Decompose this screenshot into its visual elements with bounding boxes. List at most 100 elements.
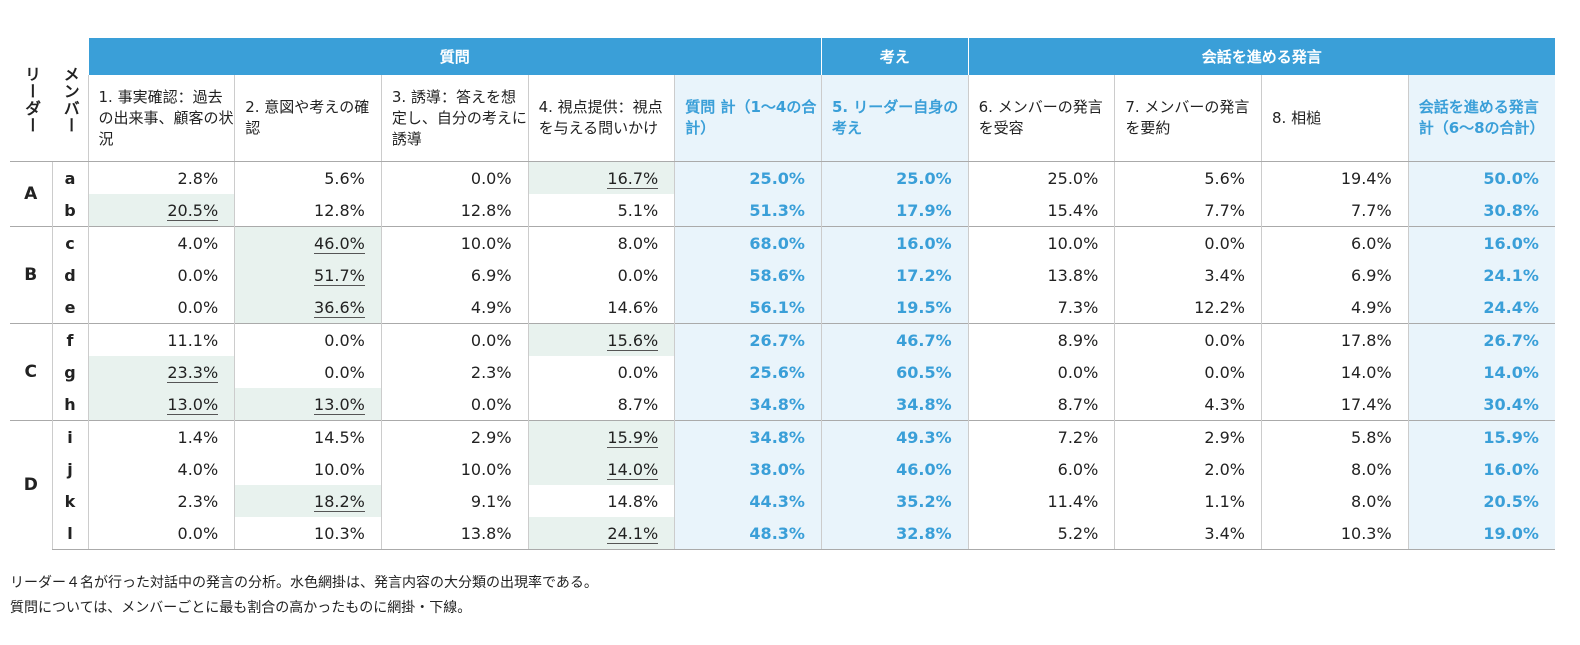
cell-value: 0.0% xyxy=(177,297,219,317)
value-cell: 1.1% xyxy=(1114,485,1262,517)
cell-value: 7.7% xyxy=(1351,200,1392,220)
value-cell: 2.8% xyxy=(87,161,235,194)
cell-value: 0.0% xyxy=(617,362,659,382)
cell-value: 10.3% xyxy=(1340,523,1392,543)
member-label: b xyxy=(51,194,88,227)
value-cell: 5.1% xyxy=(527,194,675,227)
leader-label: C xyxy=(10,323,52,421)
cell-value: 8.0% xyxy=(617,233,659,253)
value-cell: 19.0% xyxy=(1407,517,1555,550)
cell-value: 0.0% xyxy=(324,362,365,382)
cell-value: 17.2% xyxy=(896,265,952,285)
caption-line: 質問については、メンバーごとに最も割合の高かったものに網掛・下線。 xyxy=(10,600,472,616)
value-cell: 20.5% xyxy=(1407,485,1555,517)
highlighted-cell: 14.0% xyxy=(527,453,675,485)
value-cell: 14.0% xyxy=(1261,356,1409,388)
value-cell: 6.9% xyxy=(1261,259,1409,291)
cell-value: 2.3% xyxy=(177,491,219,511)
value-cell: 0.0% xyxy=(87,291,235,324)
value-cell: 48.3% xyxy=(674,517,822,550)
highlighted-cell: 46.0% xyxy=(234,226,382,259)
table-row: g 23.3% 0.0% 2.3% 0.0% 25.6% 60.5% 0.0% 0.0% 14.0… xyxy=(10,356,1555,388)
cell-value: 2.0% xyxy=(1204,459,1245,479)
cell-value: 0.0% xyxy=(617,265,659,285)
value-cell: 60.5% xyxy=(820,356,969,388)
group-header-thought: 考え xyxy=(820,38,969,75)
cell-value: 0.0% xyxy=(470,168,512,188)
value-cell: 10.0% xyxy=(967,226,1115,259)
cell-value: 16.0% xyxy=(1483,459,1539,479)
value-cell: 0.0% xyxy=(87,517,235,550)
member-label: g xyxy=(51,356,88,388)
highlighted-cell: 20.5% xyxy=(87,194,235,227)
value-cell: 19.5% xyxy=(820,291,969,324)
cell-value: 14.0% xyxy=(607,459,659,480)
value-cell: 10.0% xyxy=(380,453,529,485)
column-header: 1. 事実確認：過去の出来事、顧客の状況 xyxy=(87,75,235,162)
cell-value: 12.2% xyxy=(1194,297,1245,317)
cell-value: 16.0% xyxy=(896,233,952,253)
cell-value: 50.0% xyxy=(1483,168,1539,188)
value-cell: 13.8% xyxy=(967,259,1115,291)
value-cell: 0.0% xyxy=(234,356,382,388)
analysis-table-container: リーダー メンバー 質問 考え 会話を進める発言 1. 事実確認：過去の出来事、… xyxy=(10,38,1555,550)
table-row: l 0.0% 10.3% 13.8% 24.1% 48.3% 32.8% 5.2% 3.4% 10… xyxy=(10,517,1555,550)
member-label: c xyxy=(51,226,88,259)
cell-value: 51.3% xyxy=(749,200,805,220)
cell-value: 0.0% xyxy=(1204,233,1245,253)
value-cell: 26.7% xyxy=(674,323,822,356)
member-label: i xyxy=(51,420,88,453)
value-cell: 26.7% xyxy=(1407,323,1555,356)
value-cell: 46.0% xyxy=(820,453,969,485)
member-label: k xyxy=(51,485,88,517)
value-cell: 17.4% xyxy=(1261,388,1409,421)
value-cell: 2.9% xyxy=(380,420,529,453)
value-cell: 11.1% xyxy=(87,323,235,356)
cell-value: 58.6% xyxy=(749,265,805,285)
cell-value: 11.1% xyxy=(167,330,219,350)
cell-value: 68.0% xyxy=(749,233,805,253)
cell-value: 10.0% xyxy=(314,459,365,479)
value-cell: 51.3% xyxy=(674,194,822,227)
cell-value: 3.4% xyxy=(1204,523,1245,543)
value-cell: 7.7% xyxy=(1114,194,1262,227)
cell-value: 16.0% xyxy=(1483,233,1539,253)
value-cell: 0.0% xyxy=(1114,356,1262,388)
value-cell: 4.0% xyxy=(87,453,235,485)
member-label: l xyxy=(51,517,88,550)
value-cell: 3.4% xyxy=(1114,517,1262,550)
cell-value: 4.9% xyxy=(1351,297,1392,317)
value-cell: 56.1% xyxy=(674,291,822,324)
member-label: a xyxy=(51,161,88,194)
value-cell: 0.0% xyxy=(1114,226,1262,259)
group-header-question: 質問 xyxy=(87,38,822,75)
value-cell: 30.8% xyxy=(1407,194,1555,227)
table-row: d 0.0% 51.7% 6.9% 0.0% 58.6% 17.2% 13.8% 3.4% 6.9… xyxy=(10,259,1555,291)
leader-label: A xyxy=(24,184,38,204)
cell-value: 0.0% xyxy=(1204,362,1245,382)
cell-value: 30.4% xyxy=(1483,394,1539,414)
cell-value: 8.0% xyxy=(1351,491,1392,511)
cell-value: 51.7% xyxy=(314,265,365,286)
value-cell: 1.4% xyxy=(87,420,235,453)
cell-value: 23.3% xyxy=(167,362,219,383)
leader-label: D xyxy=(10,420,52,550)
cell-value: 46.0% xyxy=(314,233,365,254)
cell-value: 60.5% xyxy=(896,362,952,382)
value-cell: 32.8% xyxy=(820,517,969,550)
value-cell: 5.6% xyxy=(234,161,382,194)
value-cell: 2.0% xyxy=(1114,453,1262,485)
value-cell: 0.0% xyxy=(380,161,529,194)
cell-value: 10.0% xyxy=(460,459,512,479)
value-cell: 25.0% xyxy=(820,161,969,194)
cell-value: 3.4% xyxy=(1204,265,1245,285)
cell-value: 7.2% xyxy=(1057,427,1099,447)
value-cell: 5.6% xyxy=(1114,161,1262,194)
value-cell: 19.4% xyxy=(1261,161,1409,194)
value-cell: 25.6% xyxy=(674,356,822,388)
cell-value: 0.0% xyxy=(1204,330,1245,350)
value-cell: 16.0% xyxy=(820,226,969,259)
cell-value: 16.7% xyxy=(607,168,659,189)
cell-value: 13.0% xyxy=(167,394,219,415)
